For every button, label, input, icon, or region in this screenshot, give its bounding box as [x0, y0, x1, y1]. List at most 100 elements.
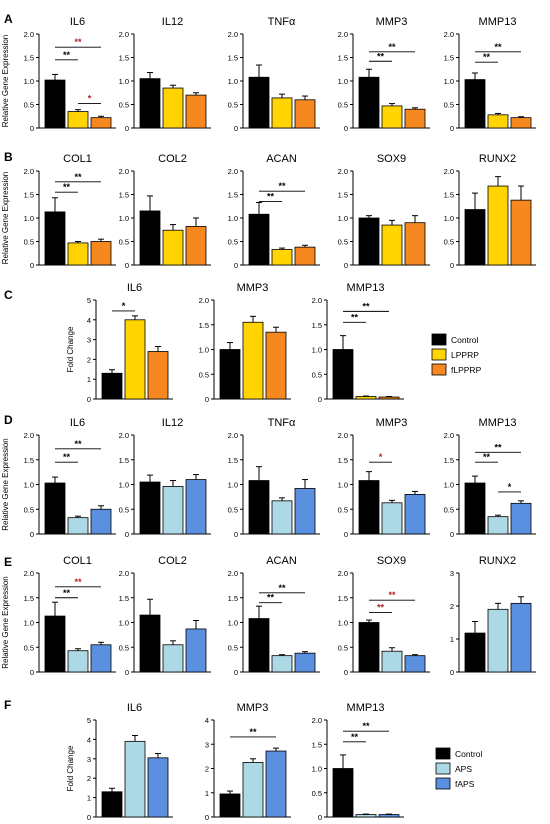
significance-marker: **	[483, 452, 491, 462]
chart-title: IL12	[162, 417, 183, 429]
bar	[464, 482, 486, 535]
bar	[358, 480, 380, 535]
y-axis-label: Fold Change	[66, 745, 75, 791]
y-tick-label: 2.0	[228, 167, 238, 176]
y-tick-label: 2.0	[228, 431, 238, 440]
significance-marker: **	[63, 50, 71, 60]
bar	[265, 331, 287, 400]
significance-marker: *	[88, 94, 92, 104]
y-tick-label: 1.5	[312, 740, 322, 749]
y-tick-label: 0	[125, 261, 129, 270]
y-tick-label: 0.5	[338, 505, 348, 514]
chart-sox9: SOX9 0 0.5 1.0 1.5 2.0	[338, 153, 430, 270]
y-tick-label: 5	[87, 716, 91, 725]
y-tick-label: 1.5	[312, 321, 322, 330]
panel-letter: D	[4, 413, 13, 427]
panel-letter: E	[4, 555, 12, 569]
y-tick-label: 1.5	[444, 456, 454, 465]
y-tick-label: 1.5	[444, 191, 454, 200]
bar	[44, 79, 66, 129]
y-tick-label: 1.0	[119, 77, 129, 86]
bar	[294, 652, 316, 673]
y-tick-label: 3	[87, 755, 91, 764]
chart-title: MMP3	[376, 16, 408, 28]
y-tick-label: 0	[30, 668, 34, 677]
significance-marker: **	[362, 301, 370, 311]
chart-title: TNFα	[268, 417, 296, 429]
significance-marker: **	[377, 603, 385, 613]
bar	[147, 757, 169, 818]
y-tick-label: 1	[205, 789, 209, 798]
chart-mmp13: MMP13 0 0.5 1.0 1.5 2.0 ****	[312, 702, 404, 822]
significance-marker: **	[63, 452, 71, 462]
y-tick-label: 2.0	[24, 569, 34, 578]
y-tick-label: 0	[234, 530, 238, 539]
y-axis-label: Relative Gene Expression	[1, 35, 10, 128]
significance-marker: *	[122, 301, 126, 311]
significance-marker: **	[267, 192, 275, 202]
bar	[487, 516, 509, 535]
bar	[139, 210, 161, 266]
y-tick-label: 0	[30, 530, 34, 539]
y-tick-label: 2.0	[338, 431, 348, 440]
chart-title: COL2	[158, 153, 187, 165]
bar	[378, 814, 400, 818]
bar	[294, 488, 316, 535]
y-tick-label: 5	[87, 296, 91, 305]
chart-col2: COL2 0 0.5 1.0 1.5 2.0	[119, 153, 211, 270]
chart-il6: IL6 0 0.5 1.0 1.5 2.0 ****	[24, 417, 116, 539]
y-tick-label: 1.0	[228, 481, 238, 490]
y-tick-label: 1.0	[119, 619, 129, 628]
y-tick-label: 1.5	[199, 321, 209, 330]
chart-title: MMP3	[376, 417, 408, 429]
bar	[248, 480, 270, 535]
bar	[139, 78, 161, 129]
bar	[248, 213, 270, 266]
y-tick-label: 0	[234, 261, 238, 270]
y-tick-label: 1.0	[338, 214, 348, 223]
legend-swatch	[431, 333, 447, 346]
bar	[271, 249, 293, 266]
bar	[265, 750, 287, 818]
significance-marker: **	[388, 42, 396, 52]
bar	[248, 618, 270, 673]
chart-title: RUNX2	[479, 153, 516, 165]
y-tick-label: 0	[125, 668, 129, 677]
bar	[404, 655, 426, 673]
chart-title: IL6	[127, 282, 142, 294]
y-tick-label: 0.5	[312, 370, 322, 379]
y-tick-label: 1.5	[228, 456, 238, 465]
chart-mmp13: MMP13 0 0.5 1.0 1.5 2.0 ****	[444, 16, 536, 133]
y-tick-label: 2.0	[119, 167, 129, 176]
y-tick-label: 0.5	[444, 505, 454, 514]
bar	[358, 622, 380, 673]
bar	[162, 644, 184, 673]
chart-mmp13: MMP13 0 0.5 1.0 1.5 2.0 ****	[312, 282, 404, 404]
y-tick-label: 0.5	[338, 101, 348, 110]
chart-il6: IL6 0 1 2 3 4 5	[87, 702, 173, 822]
bar	[358, 76, 380, 129]
y-tick-label: 0	[125, 530, 129, 539]
significance-marker: **	[377, 51, 385, 61]
y-tick-label: 1.5	[228, 54, 238, 63]
y-tick-label: 0.5	[24, 643, 34, 652]
y-tick-label: 2	[205, 765, 209, 774]
y-tick-label: 0	[450, 530, 454, 539]
legend-label: LPPRP	[451, 350, 479, 360]
bar	[271, 97, 293, 129]
bar	[90, 241, 112, 266]
bar	[381, 105, 403, 129]
legend-c: Control LPPRP fLPPRP	[431, 333, 482, 376]
bar	[358, 217, 380, 266]
bar	[219, 793, 241, 818]
chart-sox9: SOX9 0 0.5 1.0 1.5 2.0 ****	[338, 555, 430, 677]
y-tick-label: 1.5	[338, 191, 348, 200]
bar	[67, 650, 89, 673]
chart-col2: COL2 0 0.5 1.0 1.5 2.0	[119, 555, 211, 677]
y-tick-label: 1.0	[312, 346, 322, 355]
legend-label: Control	[455, 749, 483, 759]
legend-swatch	[435, 762, 451, 775]
chart-title: MMP13	[347, 702, 385, 714]
